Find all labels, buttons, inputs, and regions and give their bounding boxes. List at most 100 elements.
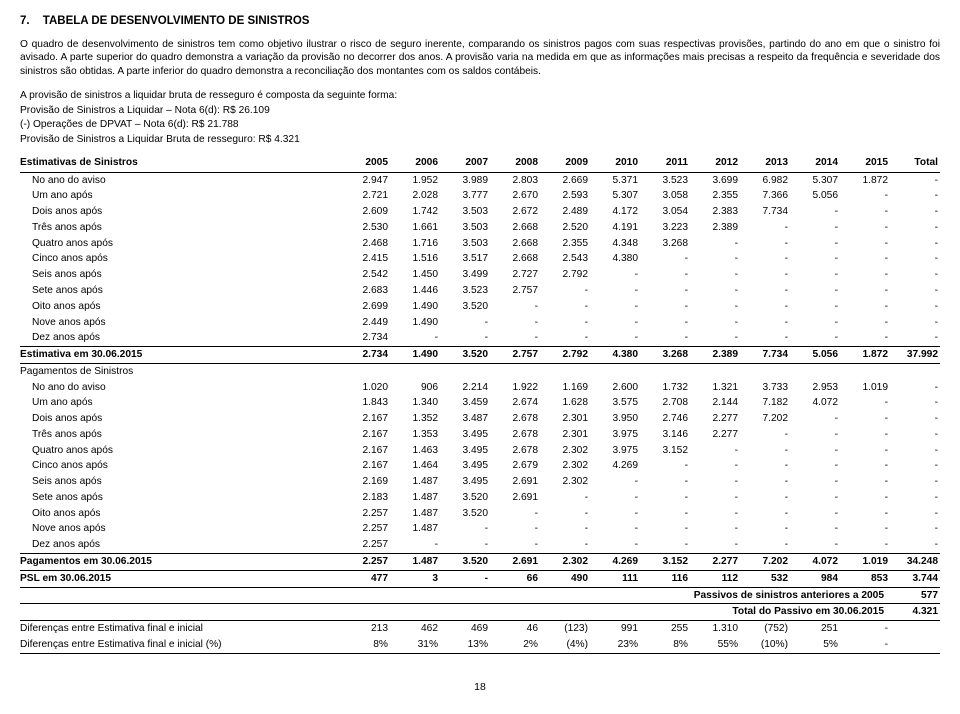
cell-value: -	[440, 521, 490, 537]
cell-value: 2.953	[790, 380, 840, 396]
cell-value: 55%	[690, 637, 740, 653]
cell-value: 1.446	[390, 283, 440, 299]
cell-value: -	[590, 506, 640, 522]
cell-value: 4.269	[590, 458, 640, 474]
cell-value: -	[440, 537, 490, 553]
cell-value: -	[840, 411, 890, 427]
cell-value: -	[690, 236, 740, 252]
cell-value: 3.503	[440, 204, 490, 220]
cell-value: 5.307	[790, 172, 840, 188]
cell-value: -	[540, 537, 590, 553]
row-label: Cinco anos após	[20, 251, 340, 267]
cell-value	[890, 621, 940, 637]
cell-value: 3.975	[590, 443, 640, 459]
payments-header-label: Pagamentos de Sinistros	[20, 363, 340, 379]
cell-value: 3.054	[640, 204, 690, 220]
row-label: Três anos após	[20, 427, 340, 443]
cell-value: 2.383	[690, 204, 740, 220]
cell-value: 3.268	[640, 236, 690, 252]
header-label: Estimativas de Sinistros	[20, 155, 340, 172]
cell-value: 5.307	[590, 188, 640, 204]
cell-value: 7.734	[740, 204, 790, 220]
section-title-text: TABELA DE DESENVOLVIMENTO DE SINISTROS	[43, 15, 310, 27]
cell-value: 8%	[340, 637, 390, 653]
cell-value: 7.202	[740, 411, 790, 427]
cell-value: -	[840, 637, 890, 653]
cell-value: -	[690, 537, 740, 553]
cell-value: -	[890, 172, 940, 188]
cell-value: -	[890, 506, 940, 522]
row-label: Quatro anos após	[20, 236, 340, 252]
table-row: Quatro anos após2.4681.7163.5032.6682.35…	[20, 236, 940, 252]
cell-value: 31%	[390, 637, 440, 653]
cell-value: -	[590, 537, 640, 553]
row-label: Nove anos após	[20, 521, 340, 537]
table-header-row: Estimativas de Sinistros 2005 2006 2007 …	[20, 155, 940, 172]
cell-value: -	[790, 236, 840, 252]
cell-value: -	[640, 458, 690, 474]
cell-value: -	[590, 299, 640, 315]
cell-value: -	[490, 315, 540, 331]
cell-value: 2.678	[490, 443, 540, 459]
cell-value: 2.668	[490, 236, 540, 252]
cell-value: -	[490, 521, 540, 537]
row-label: Dez anos após	[20, 330, 340, 346]
cell-value: 7.366	[740, 188, 790, 204]
cell-value: -	[590, 474, 640, 490]
row-label: Sete anos após	[20, 490, 340, 506]
table-row: No ano do aviso2.9471.9523.9892.8032.669…	[20, 172, 940, 188]
cell-value: -	[690, 521, 740, 537]
cell-value: 3.503	[440, 220, 490, 236]
cell-value: 3.499	[440, 267, 490, 283]
table-row: Sete anos após2.6831.4463.5232.757------…	[20, 283, 940, 299]
cell-value: 2.792	[540, 267, 590, 283]
cell-value: -	[590, 330, 640, 346]
cell-value: -	[890, 188, 940, 204]
cell-value: 3.495	[440, 458, 490, 474]
cell-value: -	[790, 443, 840, 459]
row-label: Dois anos após	[20, 411, 340, 427]
cell-value: 2.678	[490, 411, 540, 427]
cell-value: -	[890, 236, 940, 252]
cell-value: -	[890, 521, 940, 537]
cell-value: 2.301	[540, 427, 590, 443]
table-row: Oito anos após2.6991.4903.520---------	[20, 299, 940, 315]
cell-value: -	[640, 283, 690, 299]
estimate-total-label: Estimativa em 30.06.2015	[20, 347, 340, 364]
cell-value: -	[790, 474, 840, 490]
cell-value: 8%	[640, 637, 690, 653]
cell-value: -	[690, 474, 740, 490]
cell-value: 1.716	[390, 236, 440, 252]
cell-value: -	[590, 315, 640, 331]
cell-value: -	[840, 443, 890, 459]
cell-value: 1.628	[540, 395, 590, 411]
cell-value: -	[840, 315, 890, 331]
cell-value: -	[690, 315, 740, 331]
cell-value: 2.302	[540, 474, 590, 490]
cell-value: -	[790, 299, 840, 315]
row-label: Nove anos após	[20, 315, 340, 331]
row-label: Quatro anos após	[20, 443, 340, 459]
cell-value: 2.355	[690, 188, 740, 204]
cell-value: -	[490, 537, 540, 553]
row-label: Sete anos após	[20, 283, 340, 299]
cell-value: 3.517	[440, 251, 490, 267]
cell-value: -	[740, 251, 790, 267]
cell-value: -	[740, 537, 790, 553]
cell-value: 3.523	[440, 283, 490, 299]
cell-value: -	[390, 330, 440, 346]
cell-value: 3.989	[440, 172, 490, 188]
cell-value: 1.463	[390, 443, 440, 459]
cell-value: 255	[640, 621, 690, 637]
section-title: 7. TABELA DE DESENVOLVIMENTO DE SINISTRO…	[20, 14, 940, 30]
composition-line-3: Provisão de Sinistros a Liquidar Bruta d…	[20, 133, 940, 147]
cell-value: -	[790, 204, 840, 220]
cell-value: 4.072	[790, 395, 840, 411]
cell-value: -	[690, 330, 740, 346]
cell-value: 5%	[790, 637, 840, 653]
cell-value: -	[740, 427, 790, 443]
cell-value: -	[840, 490, 890, 506]
cell-value: 2.530	[340, 220, 390, 236]
prior-liabilities-row: Passivos de sinistros anteriores a 2005 …	[20, 587, 940, 604]
cell-value: (123)	[540, 621, 590, 637]
